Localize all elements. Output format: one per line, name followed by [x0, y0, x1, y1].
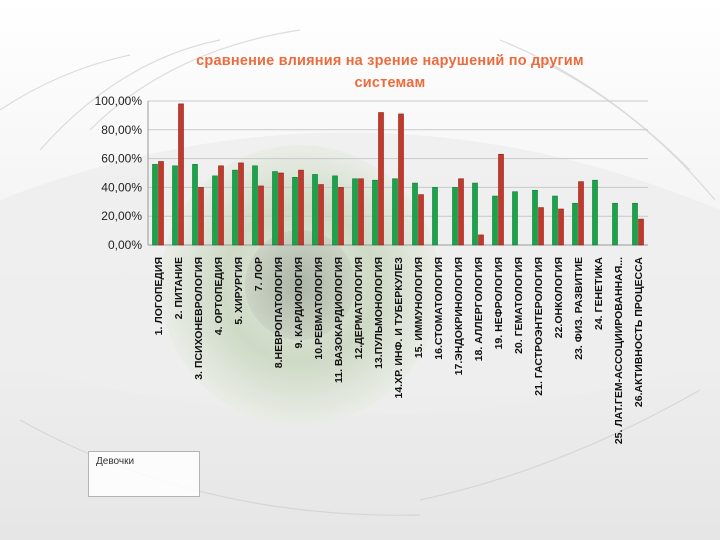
bar-red: [198, 187, 204, 246]
bar-green: [492, 195, 498, 246]
x-tick-label: 11. ВАЗОКАРДИОЛОГИЯ: [333, 257, 345, 383]
bar-green: [232, 169, 238, 246]
y-tick-label: 20,00%: [101, 209, 142, 223]
bar-red: [238, 162, 244, 246]
bar-green: [612, 202, 618, 246]
bar-green: [512, 191, 518, 246]
bar-red: [258, 185, 264, 246]
x-tick-label: 8.НЕВРОПАТОЛОГИЯ: [273, 257, 285, 368]
bar-green: [152, 164, 158, 246]
x-tick-label: 12.ДЕРМАТОЛОГИЯ: [353, 257, 365, 359]
bar-red: [378, 112, 384, 246]
y-tick-label: 40,00%: [101, 180, 142, 194]
x-tick-label: 20. ГЕМАТОЛОГИЯ: [513, 257, 525, 354]
bar-red: [318, 184, 324, 246]
x-tick-label: 4. ОРТОПЕДИЯ: [213, 257, 225, 335]
bar-red: [538, 207, 544, 246]
axes: [147, 101, 648, 246]
x-tick-label: 21. ГАСТРОЭНТЕРОЛОГИЯ: [533, 257, 545, 396]
bars: [152, 103, 644, 246]
bar-red: [398, 113, 404, 246]
bar-green: [472, 182, 478, 246]
bar-green: [552, 195, 558, 246]
bar-red: [278, 172, 284, 246]
x-tick-label: 10.РЕВМАТОЛОГИЯ: [313, 257, 325, 360]
x-tick-label: 3. ПСИХОНЕВРОЛОГИЯ: [193, 257, 205, 380]
bar-red: [218, 165, 224, 246]
bar-red: [338, 187, 344, 246]
bar-red: [478, 234, 484, 246]
bar-green: [172, 165, 178, 246]
chart-title-line-1: сравнение влияния на зрение нарушений по…: [196, 53, 584, 69]
bar-red: [178, 103, 184, 246]
bar-green: [352, 178, 358, 246]
bar-green: [432, 187, 438, 246]
bar-red: [418, 194, 424, 246]
bar-green: [192, 164, 198, 246]
bar-red: [498, 153, 504, 246]
x-tick-label: 22.ОНКОЛОГИЯ: [553, 257, 565, 338]
bar-green: [332, 175, 338, 246]
bar-green: [272, 171, 278, 246]
x-tick-label: 15. ИММУНОЛОГИЯ: [413, 257, 425, 358]
legend: Девочки: [88, 451, 200, 497]
bar-green: [532, 189, 538, 246]
bar-red: [458, 178, 464, 246]
legend-label: Девочки: [96, 456, 135, 467]
y-tick-label: 60,00%: [101, 152, 142, 166]
x-tick-label: 18. АЛЛЕРГОЛОГИЯ: [473, 257, 485, 361]
x-tick-label: 1. ЛОГОПЕДИЯ: [153, 257, 165, 335]
bar-green: [292, 177, 298, 246]
y-axis-ticks: 100,00% 80,00% 60,00% 40,00% 20,00% 0,00%: [95, 94, 143, 252]
y-tick-label: 80,00%: [101, 123, 142, 137]
bar-red: [298, 169, 304, 246]
x-tick-label: 13.ПУЛЬМОНОЛОГИЯ: [373, 257, 385, 369]
bar-green: [412, 182, 418, 246]
x-tick-label: 16.СТОМАТОЛОГИЯ: [433, 257, 445, 360]
x-tick-label: 14.ХР. ИНФ. И ТУБЕРКУЛЕЗ: [393, 257, 405, 399]
x-tick-label: 2. ПИТАНИЕ: [173, 257, 185, 319]
x-axis-ticks: 1. ЛОГОПЕДИЯ 2. ПИТАНИЕ 3. ПСИХОНЕВРОЛОГИЯ…: [153, 257, 645, 445]
x-tick-label: 5. ХИРУРГИЯ: [233, 257, 245, 325]
x-tick-label: 19. НЕФРОЛОГИЯ: [493, 257, 505, 349]
bar-green: [392, 178, 398, 246]
x-tick-label: 23. ФИЗ. РАЗВИТИЕ: [573, 257, 585, 360]
bar-green: [452, 187, 458, 246]
bar-red: [578, 181, 584, 246]
bar-green: [372, 179, 378, 246]
y-tick-label: 0,00%: [108, 238, 142, 252]
bar-green: [632, 202, 638, 246]
bar-green: [252, 165, 258, 246]
bar-green: [592, 179, 598, 246]
bar-green: [312, 174, 318, 246]
x-tick-label: 7. ЛОР: [253, 257, 265, 291]
bar-red: [558, 208, 564, 246]
bar-red: [358, 178, 364, 246]
x-tick-label: 9. КАРДИОЛОГИЯ: [293, 257, 305, 349]
chart-title-line-2: системам: [354, 75, 426, 91]
x-tick-label: 25. ЛАТ.ГЕМ-АССОЦИИРОВАННАЯ...: [613, 257, 625, 444]
bar-green: [212, 175, 218, 246]
y-tick-label: 100,00%: [95, 94, 143, 108]
x-tick-label: 26.АКТИВНОСТЬ ПРОЦЕССА: [633, 257, 645, 407]
bar-green: [572, 202, 578, 246]
bar-red: [638, 218, 644, 246]
bar-red: [158, 161, 164, 246]
x-tick-label: 24. ГЕНЕТИКА: [593, 257, 605, 330]
x-tick-label: 17.ЭНДОКРИНОЛОГИЯ: [453, 257, 465, 375]
